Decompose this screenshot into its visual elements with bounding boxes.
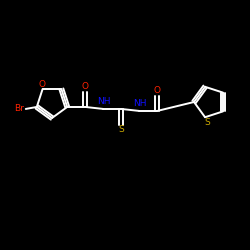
Text: O: O <box>154 86 161 96</box>
Text: O: O <box>82 82 89 92</box>
Text: Br: Br <box>14 104 24 114</box>
Text: S: S <box>204 118 210 127</box>
Text: O: O <box>38 80 45 88</box>
Text: S: S <box>118 126 124 134</box>
Text: NH: NH <box>98 98 111 106</box>
Text: NH: NH <box>134 100 147 108</box>
